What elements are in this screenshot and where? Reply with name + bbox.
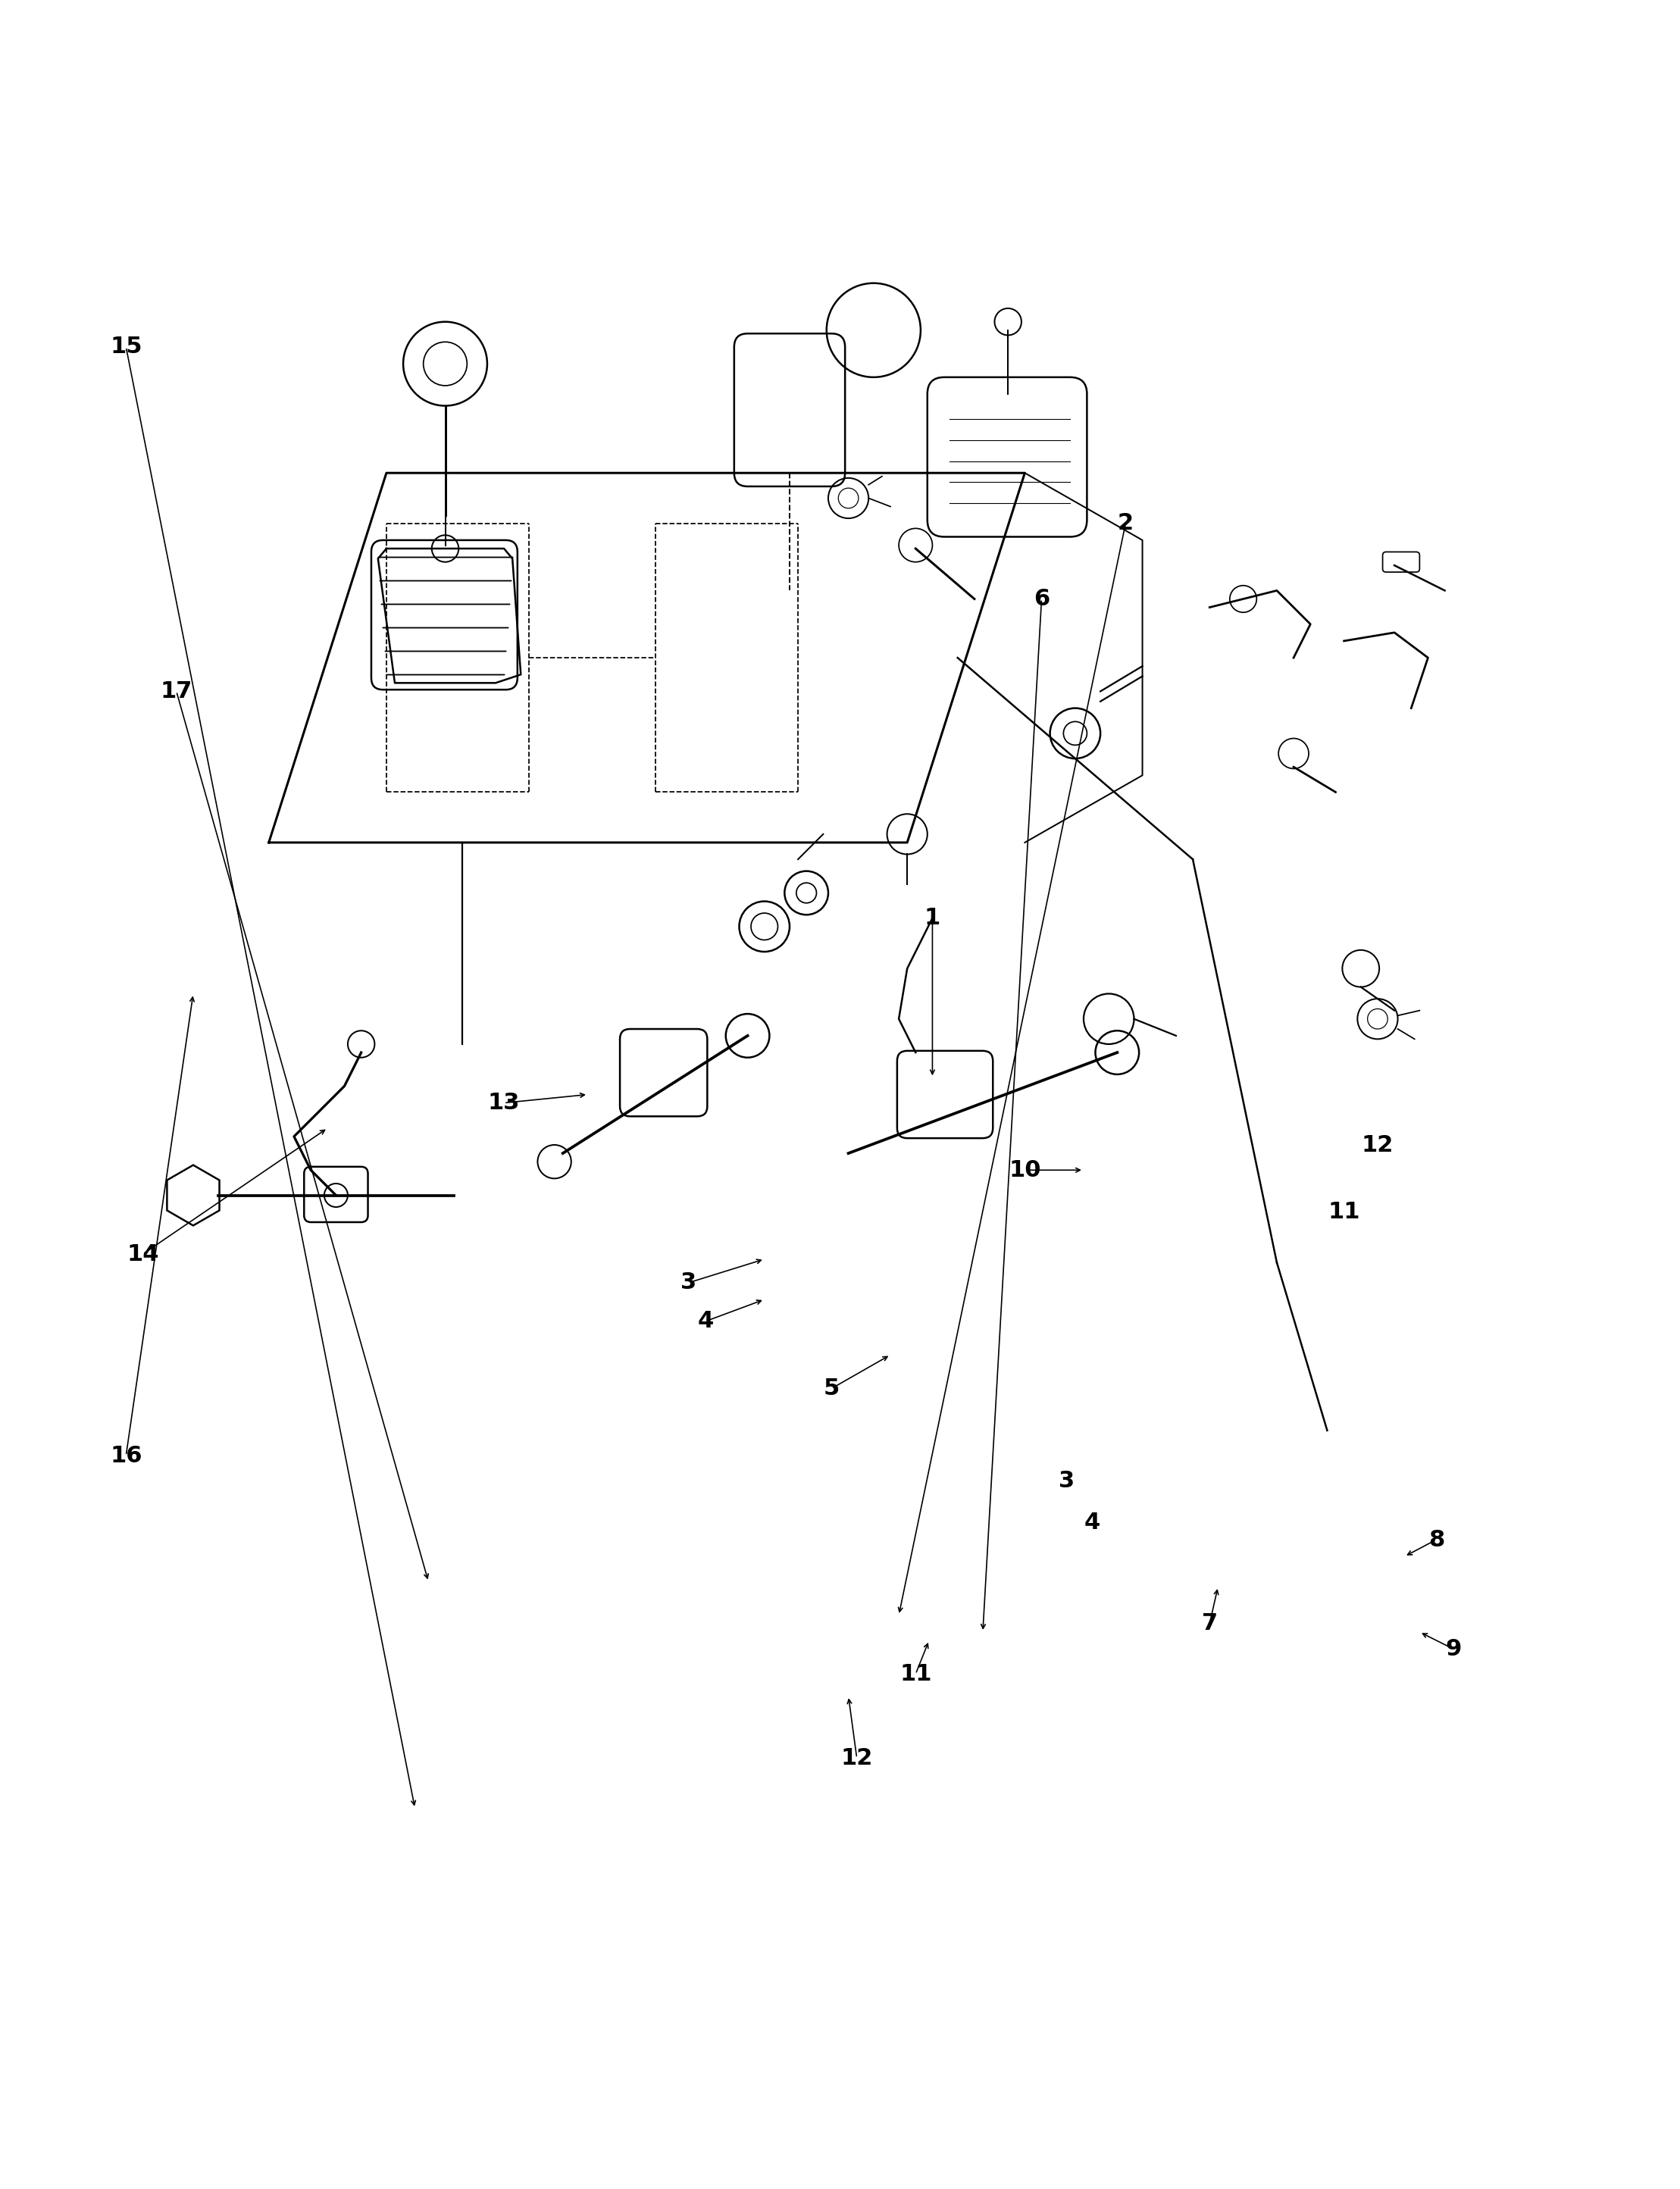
- Text: 9: 9: [1445, 1637, 1462, 1659]
- Text: 2: 2: [1117, 512, 1134, 534]
- Text: 4: 4: [1084, 1513, 1100, 1534]
- Text: 11: 11: [899, 1664, 932, 1686]
- Text: 13: 13: [487, 1092, 521, 1114]
- Text: 17: 17: [160, 681, 193, 703]
- Text: 14: 14: [126, 1243, 160, 1265]
- Text: 12: 12: [840, 1747, 874, 1769]
- Text: 5: 5: [823, 1377, 840, 1399]
- Text: 16: 16: [109, 1445, 143, 1467]
- Text: 3: 3: [680, 1272, 697, 1294]
- Text: 15: 15: [109, 335, 143, 359]
- Text: 11: 11: [1327, 1202, 1361, 1224]
- Text: 4: 4: [697, 1311, 714, 1333]
- Text: 12: 12: [1361, 1134, 1394, 1156]
- Text: 7: 7: [1201, 1613, 1218, 1635]
- Text: 3: 3: [1058, 1469, 1075, 1493]
- Text: 1: 1: [924, 906, 941, 928]
- Text: 10: 10: [1008, 1160, 1042, 1182]
- Text: 6: 6: [1033, 589, 1050, 611]
- Text: 8: 8: [1428, 1528, 1445, 1550]
